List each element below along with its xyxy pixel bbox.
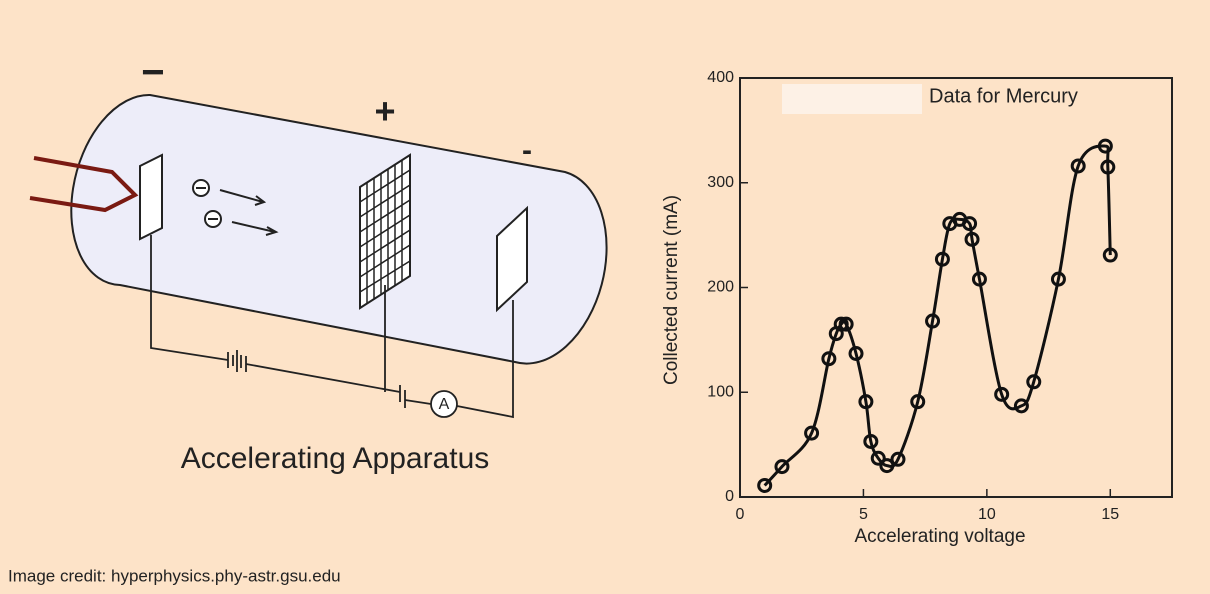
data-point — [838, 316, 854, 332]
data-point — [879, 458, 895, 474]
y-axis-label: Collected current (mA) — [661, 195, 682, 385]
data-point — [1102, 247, 1118, 263]
credit: Image credit: hyperphysics.phy-astr.gsu.… — [8, 566, 341, 585]
chart: Data for Mercury Accelerating voltage Co… — [661, 69, 1173, 547]
data-point — [774, 459, 790, 475]
data-point — [858, 394, 874, 410]
cathode — [139, 153, 163, 241]
data-point — [804, 425, 820, 441]
data-point — [934, 251, 950, 267]
data-point — [971, 271, 987, 287]
cathode-sign: − — [141, 51, 164, 95]
x-tick-label: 10 — [978, 506, 996, 523]
data-point — [910, 394, 926, 410]
data-point — [863, 433, 879, 449]
x-tick-label: 15 — [1101, 506, 1119, 523]
data-point — [962, 216, 978, 232]
diagram-label: Accelerating Apparatus — [181, 442, 490, 475]
data-point — [964, 231, 980, 247]
heater — [29, 156, 139, 213]
title-cover — [782, 84, 922, 114]
data-point — [994, 386, 1010, 402]
y-tick-label: 100 — [707, 383, 734, 400]
data-point — [925, 313, 941, 329]
apparatus: − + - A Accelerating Apparatus — [29, 51, 608, 475]
tube — [70, 93, 608, 365]
y-tick-label: 300 — [707, 174, 734, 191]
x-tick-label: 5 — [859, 506, 868, 523]
anode-sign: - — [522, 134, 532, 167]
data-point — [821, 351, 837, 367]
data-point — [1026, 374, 1042, 390]
data-point — [870, 450, 886, 466]
electrons — [192, 179, 279, 236]
circuit — [150, 235, 514, 419]
y-tick-label: 0 — [725, 488, 734, 505]
x-tick-label: 0 — [736, 506, 745, 523]
data-point — [757, 477, 773, 493]
ammeter-label: A — [439, 396, 450, 413]
data-point — [1050, 271, 1066, 287]
data-point — [890, 451, 906, 467]
data-point — [848, 345, 864, 361]
data-point — [833, 316, 849, 332]
y-tick-label: 200 — [707, 279, 734, 296]
chart-title: Data for Mercury — [929, 85, 1078, 107]
data-point — [1070, 158, 1086, 174]
grid-electrode — [359, 153, 411, 310]
anode — [496, 205, 528, 313]
grid-sign: + — [374, 91, 395, 132]
y-tick-label: 400 — [707, 69, 734, 86]
data-point — [1097, 138, 1113, 154]
data-point — [1100, 159, 1116, 175]
x-axis-label: Accelerating voltage — [854, 526, 1025, 547]
data-point — [1013, 398, 1029, 414]
